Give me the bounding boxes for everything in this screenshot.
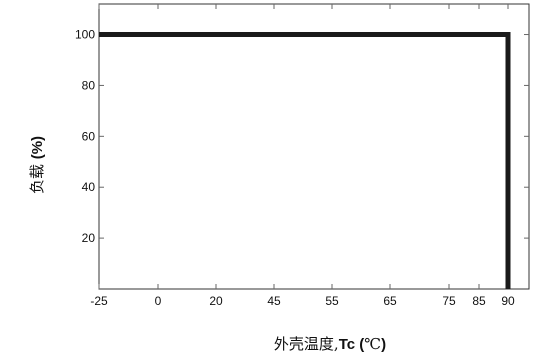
y-tick-label: 80 [82, 78, 96, 92]
x-tick-label: 20 [209, 294, 223, 308]
x-tick-label: 85 [472, 294, 486, 308]
y-tick-label: 40 [82, 180, 96, 194]
y-axis-title: 负载 (%) [28, 136, 46, 194]
y-tick-label: 20 [82, 231, 96, 245]
x-tick-label: 90 [501, 294, 515, 308]
series-lines [99, 32, 511, 289]
x-tick-labels: -25 0 20 45 55 65 75 85 90 [90, 294, 515, 308]
x-tick-label: 75 [442, 294, 456, 308]
series-line-derating [99, 32, 511, 289]
x-tick-label: -25 [90, 294, 108, 308]
y-tick-label: 100 [75, 28, 95, 42]
x-tick-label: 55 [325, 294, 339, 308]
y-tick-labels: 20 40 60 80 100 [75, 28, 95, 246]
x-tick-label: 65 [383, 294, 397, 308]
tick-marks [98, 4, 529, 289]
x-tick-label: 0 [155, 294, 162, 308]
x-axis-title: 外壳温度,Tc (℃) [274, 335, 386, 353]
plot-frame [98, 3, 530, 290]
y-tick-label: 60 [82, 129, 96, 143]
x-tick-label: 45 [267, 294, 281, 308]
